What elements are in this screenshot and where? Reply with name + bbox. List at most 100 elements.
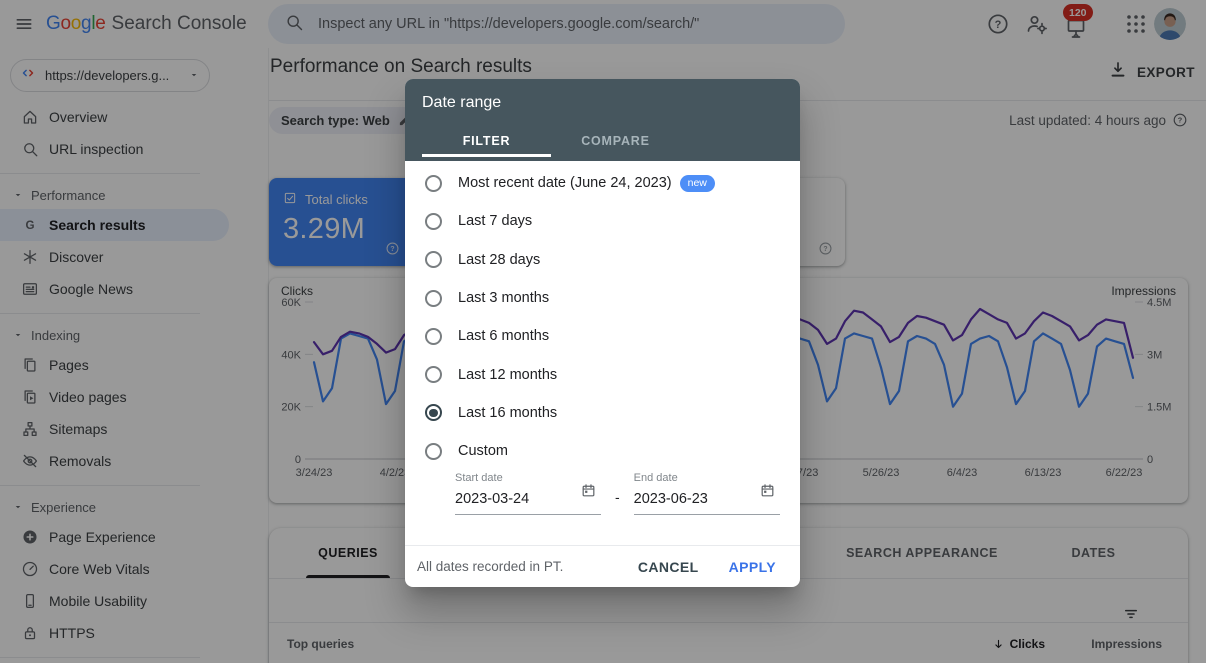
sidebar-item-page-experience[interactable]: Page Experience <box>0 521 269 553</box>
page-title: Performance on Search results <box>270 56 532 77</box>
url-inspect-searchbar[interactable] <box>268 4 845 44</box>
caret-icon <box>189 70 199 80</box>
radio-icon <box>425 212 442 230</box>
date-option-last-6-months[interactable]: Last 6 months <box>405 317 800 355</box>
start-date-input[interactable] <box>455 489 601 515</box>
sidebar-section-performance[interactable]: Performance <box>0 181 269 209</box>
page-exp-icon <box>21 528 39 546</box>
radio-icon <box>425 327 442 345</box>
calendar-icon[interactable] <box>582 484 599 507</box>
cwv-icon <box>21 560 39 578</box>
svg-text:5/26/23: 5/26/23 <box>863 467 900 479</box>
logo-product-name: Search Console <box>111 13 247 34</box>
sidebar-item-removals[interactable]: Removals <box>0 445 269 477</box>
sidebar-item-label: Removals <box>49 453 112 469</box>
date-option-last-7-days[interactable]: Last 7 days <box>405 202 800 240</box>
news-icon <box>21 280 39 298</box>
date-option-last-12-months[interactable]: Last 12 months <box>405 355 800 393</box>
checkbox-checked-icon <box>283 191 297 205</box>
cancel-button[interactable]: CANCEL <box>630 553 707 581</box>
sidebar-item-https[interactable]: HTTPS <box>0 617 269 649</box>
end-date-field[interactable]: End date <box>633 472 780 515</box>
help-icon[interactable]: ? <box>1172 112 1188 128</box>
date-option-last-16-months[interactable]: Last 16 months <box>405 394 800 432</box>
calendar-icon[interactable] <box>761 484 778 507</box>
tile-label: Total clicks <box>305 192 368 207</box>
caret-icon <box>13 330 23 340</box>
sidebar-item-mobile-usability[interactable]: Mobile Usability <box>0 585 269 617</box>
sidebar-item-overview[interactable]: Overview <box>0 101 269 133</box>
sidebar-section-indexing[interactable]: Indexing <box>0 321 269 349</box>
sidebar-nav: Overview URL inspection Performance G Search… <box>0 101 269 663</box>
search-input[interactable] <box>316 15 829 33</box>
sidebar-item-label: Overview <box>49 109 108 125</box>
tile-total-clicks[interactable]: Total clicks 3.29M ? <box>269 178 413 266</box>
sidebar-item-label: URL inspection <box>49 141 144 157</box>
sidebar-item-label: Pages <box>49 357 89 373</box>
svg-text:20K: 20K <box>281 402 301 414</box>
tab-queries[interactable]: QUERIES <box>269 528 427 578</box>
date-option-last-3-months[interactable]: Last 3 months <box>405 279 800 317</box>
search-type-chip[interactable]: Search type: Web <box>269 107 425 134</box>
svg-text:Clicks: Clicks <box>281 284 313 298</box>
calendar-icon <box>759 482 776 499</box>
tab-compare[interactable]: COMPARE <box>581 133 650 148</box>
date-option-most-recent-date-june-24-2023[interactable]: Most recent date (June 24, 2023) new <box>405 164 800 202</box>
table-filter-row <box>269 579 1188 623</box>
column-clicks-sort[interactable]: Clicks <box>992 637 1045 651</box>
option-label: Last 3 months <box>458 290 550 307</box>
user-settings-button[interactable] <box>1025 12 1049 36</box>
tab-filter[interactable]: FILTER <box>422 124 551 157</box>
sidebar-item-discover[interactable]: Discover <box>0 241 269 273</box>
sidebar-item-pages[interactable]: Pages <box>0 349 269 381</box>
svg-text:G: G <box>25 219 34 232</box>
sidebar-item-label: Page Experience <box>49 529 156 545</box>
sidebar-divider <box>0 165 269 181</box>
export-label: EXPORT <box>1137 65 1195 80</box>
svg-text:3/24/23: 3/24/23 <box>296 467 333 479</box>
caret-icon <box>13 502 23 512</box>
start-date-label: Start date <box>455 472 503 484</box>
sidebar-item-core-web-vitals[interactable]: Core Web Vitals <box>0 553 269 585</box>
property-selector[interactable]: https://developers.g... <box>10 59 210 92</box>
sidebar-item-google-news[interactable]: Google News <box>0 273 269 305</box>
svg-text:Impressions: Impressions <box>1111 284 1176 298</box>
sidebar-item-video-pages[interactable]: Video pages <box>0 381 269 413</box>
section-label: Performance <box>31 187 106 203</box>
svg-text:0: 0 <box>295 454 301 466</box>
option-label: Last 7 days <box>458 213 533 230</box>
help-icon[interactable]: ? <box>818 241 833 256</box>
help-button[interactable]: ? <box>986 12 1010 36</box>
sidebar-section-experience[interactable]: Experience <box>0 493 269 521</box>
sidebar-item-label: HTTPS <box>49 625 95 641</box>
date-option-last-28-days[interactable]: Last 28 days <box>405 241 800 279</box>
help-icon[interactable]: ? <box>385 241 400 256</box>
google-apps-grid-button[interactable] <box>1124 12 1148 36</box>
date-option-custom[interactable]: Custom <box>405 432 800 470</box>
sidebar-item-search-results[interactable]: G Search results <box>0 209 229 241</box>
column-impressions[interactable]: Impressions <box>1091 637 1162 651</box>
sidebar-divider <box>0 305 269 321</box>
sidebar-item-url-inspection[interactable]: URL inspection <box>0 133 269 165</box>
sidebar-item-sitemaps[interactable]: Sitemaps <box>0 413 269 445</box>
radio-icon <box>425 289 442 307</box>
date-range-separator: - <box>615 489 620 505</box>
svg-text:0: 0 <box>1147 454 1153 466</box>
apply-button[interactable]: APPLY <box>721 553 784 581</box>
help-icon: ? <box>818 241 833 256</box>
svg-text:?: ? <box>1178 116 1183 125</box>
tab-dates[interactable]: DATES <box>1042 528 1145 578</box>
app-logo[interactable]: Google Search Console <box>46 0 247 48</box>
sidebar-item-label: Sitemaps <box>49 421 108 437</box>
radio-icon <box>425 174 442 192</box>
logo-google: Google <box>46 13 106 34</box>
start-date-field[interactable]: Start date <box>455 472 601 515</box>
export-button[interactable]: EXPORT <box>1108 60 1195 85</box>
avatar[interactable] <box>1154 8 1186 40</box>
end-date-input[interactable] <box>633 489 780 515</box>
column-top-queries: Top queries <box>287 637 355 651</box>
filter-icon[interactable] <box>1124 592 1164 619</box>
tab-search-appearance[interactable]: SEARCH APPEARANCE <box>802 528 1042 578</box>
help-icon: ? <box>385 241 400 256</box>
hamburger-menu-icon[interactable] <box>14 14 34 34</box>
